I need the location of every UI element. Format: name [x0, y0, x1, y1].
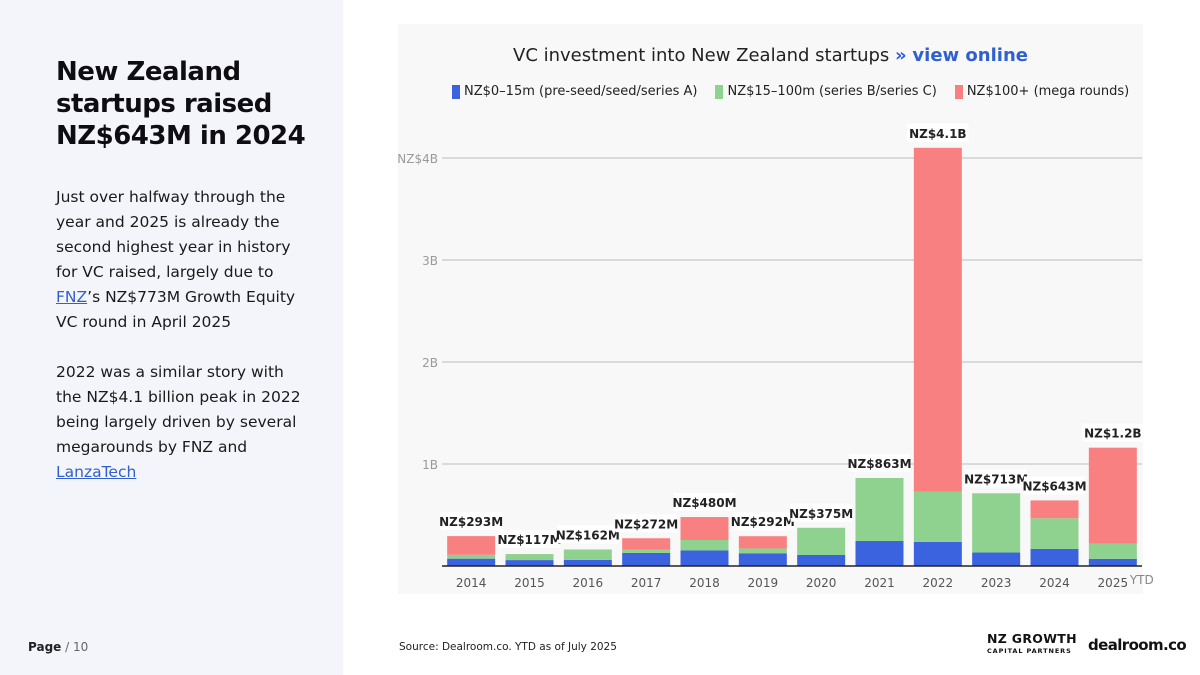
total-label-bg: [965, 469, 1027, 488]
view-online-link[interactable]: view online: [912, 45, 1028, 66]
total-label: NZ$1.2B: [1084, 427, 1142, 441]
legend-item: NZ$0–15m (pre-seed/seed/series A): [452, 84, 697, 99]
fnz-link[interactable]: FNZ: [56, 288, 88, 306]
view-online-arrows: »: [895, 45, 907, 66]
total-label-bg: [732, 512, 794, 531]
total-label: NZ$480M: [672, 496, 736, 510]
bar-segment: [1030, 500, 1079, 519]
page-number: Page / 10: [28, 640, 89, 654]
total-label: NZ$292M: [731, 515, 795, 529]
x-tick-label: 2020: [806, 576, 837, 590]
x-tick-label: 2014: [456, 576, 487, 590]
bar-segment: [447, 554, 496, 559]
legend-label: NZ$0–15m (pre-seed/seed/series A): [464, 84, 698, 99]
total-label-bg: [615, 514, 677, 533]
bar-segment: [563, 549, 612, 560]
bar-segment: [738, 548, 787, 554]
bar-segment: [1088, 558, 1137, 566]
bar-segment: [972, 552, 1021, 566]
legend-item: NZ$15–100m (series B/series C): [715, 84, 937, 99]
total-label-bg: [790, 503, 852, 522]
nz-growth-capital-logo: NZ GROWTH CAPITAL PARTNERS: [987, 631, 1077, 655]
total-label: NZ$643M: [1022, 479, 1086, 493]
lanzatech-link[interactable]: LanzaTech: [56, 463, 137, 481]
x-tick-label: 2022: [923, 576, 954, 590]
x-tick-label: 2019: [748, 576, 779, 590]
bar-segment: [505, 554, 554, 561]
bar-segment: [1088, 543, 1137, 559]
x-tick-label: 2015: [514, 576, 545, 590]
bar-segment: [855, 541, 904, 566]
total-label-bg: [440, 512, 502, 531]
bar-segment: [680, 550, 729, 566]
legend-label: NZ$15–100m (series B/series C): [727, 84, 937, 99]
x-tick-label: 2025: [1098, 576, 1129, 590]
x-tick-suffix: YTD: [1129, 573, 1154, 587]
y-tick-label: 2B: [422, 356, 438, 370]
bar-segment: [738, 536, 787, 549]
bar-segment: [622, 552, 671, 566]
total-label: NZ$293M: [439, 515, 503, 529]
total-label-bg: [907, 123, 969, 142]
legend-label: NZ$100+ (mega rounds): [966, 84, 1130, 99]
dealroom-logo: dealroom.co: [1088, 636, 1187, 654]
bar-segment: [680, 539, 729, 551]
x-tick-label: 2021: [864, 576, 895, 590]
x-tick-label: 2024: [1039, 576, 1070, 590]
paragraph-2: 2022 was a similar story with the NZ$4.1…: [56, 363, 301, 481]
x-tick-label: 2023: [981, 576, 1012, 590]
source-note: Source: Dealroom.co. YTD as of July 2025: [399, 641, 617, 653]
total-label: NZ$162M: [556, 528, 620, 542]
chart-legend: NZ$0–15m (pre-seed/seed/series A) NZ$15–1…: [452, 84, 1129, 99]
total-label-bg: [557, 525, 619, 544]
bar-segment: [1030, 518, 1079, 549]
bar-segment: [913, 541, 962, 566]
plot-area: [442, 128, 1142, 566]
paragraph-1: Just over halfway through the year and 2…: [56, 188, 296, 331]
bar-segment: [913, 147, 962, 492]
y-tick-label: 3B: [422, 254, 438, 268]
total-label: NZ$117M: [497, 533, 561, 547]
total-label-bg: [1082, 423, 1144, 442]
bar-segment: [505, 560, 554, 566]
total-label: NZ$713M: [964, 472, 1028, 486]
bar-segment: [680, 517, 729, 540]
total-label: NZ$863M: [847, 457, 911, 471]
total-label: NZ$272M: [614, 517, 678, 531]
legend-item: NZ$100+ (mega rounds): [954, 84, 1130, 99]
x-tick-label: 2018: [689, 576, 720, 590]
bar-segment: [1088, 447, 1137, 544]
bar-segment: [563, 559, 612, 566]
bar-segment: [447, 558, 496, 566]
y-tick-label: NZ$4B: [397, 152, 438, 166]
bar-segment: [622, 538, 671, 550]
chart-title: VC investment into New Zealand startups …: [513, 45, 1028, 66]
bar-segment: [972, 493, 1021, 553]
total-label-bg: [673, 493, 736, 512]
total-label-bg: [498, 530, 561, 549]
body-text: Just over halfway through the year and 2…: [56, 185, 306, 510]
x-tick-label: 2017: [631, 576, 662, 590]
headline: New Zealand startups raised NZ$643M in 2…: [56, 57, 306, 151]
bar-segment: [797, 527, 846, 555]
bar-segment: [447, 536, 496, 555]
bar-segment: [855, 477, 904, 542]
bar-segment: [913, 491, 962, 542]
bar-segment: [738, 553, 787, 566]
bar-segment: [1030, 548, 1079, 566]
total-label: NZ$375M: [789, 507, 853, 521]
total-label-bg: [1023, 476, 1086, 495]
left-panel: New Zealand startups raised NZ$643M in 2…: [0, 0, 343, 675]
x-tick-label: 2016: [573, 576, 604, 590]
total-label: NZ$4.1B: [909, 127, 967, 141]
bar-segment: [797, 554, 846, 566]
legend-swatch: [452, 84, 460, 99]
total-label-bg: [848, 453, 911, 472]
y-tick-label: 1B: [422, 458, 438, 472]
legend-swatch: [715, 84, 724, 99]
legend-swatch: [954, 84, 963, 99]
bar-segment: [622, 549, 671, 553]
